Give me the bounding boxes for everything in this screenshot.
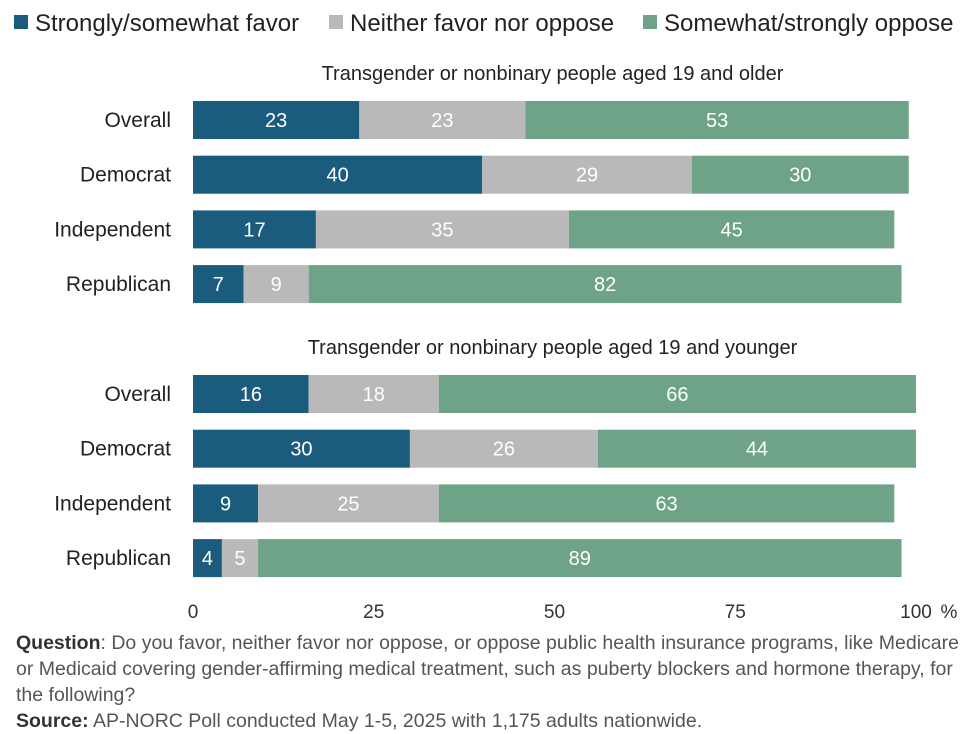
category-label: Independent: [54, 218, 171, 241]
question-label: Question: [16, 632, 101, 654]
x-tick-label: 25: [363, 602, 384, 623]
panel-title: Transgender or nonbinary people aged 19 …: [308, 337, 798, 359]
data-label: 16: [240, 384, 262, 406]
x-tick-label: 50: [544, 602, 565, 623]
bar-segment: [691, 155, 909, 194]
data-label: 18: [363, 384, 385, 406]
data-label: 9: [220, 493, 231, 515]
data-label: 23: [431, 110, 453, 132]
data-label: 26: [493, 439, 515, 461]
question-text: : Do you favor, neither favor nor oppose…: [16, 632, 959, 706]
data-label: 30: [789, 165, 811, 187]
bar-segment: [193, 375, 309, 413]
bar-segment: [597, 429, 916, 468]
data-label: 53: [706, 110, 728, 132]
bar-segment: [193, 210, 316, 249]
x-tick-label: 0: [188, 602, 199, 623]
bar-segment: [359, 101, 526, 139]
bar-segment: [482, 155, 692, 194]
data-label: 35: [431, 219, 453, 241]
data-label: 30: [290, 439, 312, 461]
bar-segment: [438, 375, 916, 413]
legend-swatch: [643, 15, 657, 29]
bar-segment: [193, 429, 410, 468]
category-label: Independent: [54, 492, 171, 515]
bar-segment: [193, 101, 360, 139]
data-label: 63: [655, 493, 677, 515]
stacked-bar-chart: Strongly/somewhat favor Neither favor nor…: [14, 10, 958, 623]
data-label: 44: [746, 439, 768, 461]
category-label: Overall: [104, 383, 171, 406]
source-text: AP-NORC Poll conducted May 1-5, 2025 wit…: [88, 710, 703, 732]
data-label: 40: [326, 165, 348, 187]
panel-title: Transgender or nonbinary people aged 19 …: [322, 63, 784, 85]
data-label: 45: [721, 219, 743, 241]
bar-segment: [258, 484, 439, 523]
data-label: 66: [666, 384, 688, 406]
bar-segment: [308, 375, 439, 413]
bar-segment: [308, 265, 902, 304]
data-label: 17: [243, 219, 265, 241]
bar-segment: [193, 539, 222, 578]
category-label: Democrat: [80, 438, 171, 461]
data-label: 23: [265, 110, 287, 132]
bar-segment: [193, 484, 259, 523]
category-label: Democrat: [80, 164, 171, 187]
legend-label: Somewhat/strongly oppose: [664, 10, 954, 37]
bar-segment: [258, 539, 902, 578]
x-tick-label: 100: [900, 602, 932, 623]
chart-footnote: Question: Do you favor, neither favor no…: [16, 630, 971, 734]
data-label: 4: [202, 548, 213, 570]
bar-segment: [193, 155, 483, 194]
legend-swatch: [14, 15, 28, 29]
bar-segment: [525, 101, 909, 139]
bar-segment: [243, 265, 309, 304]
bar-segment: [315, 210, 569, 249]
x-axis-unit: %: [941, 602, 958, 623]
source-label: Source:: [16, 710, 89, 732]
legend-swatch: [329, 15, 343, 29]
data-label: 9: [271, 274, 282, 296]
data-label: 25: [337, 493, 359, 515]
bar-segment: [193, 265, 244, 304]
category-label: Republican: [66, 547, 171, 570]
bar-segment: [409, 429, 598, 468]
question-note: Question: Do you favor, neither favor no…: [16, 630, 971, 708]
legend-label: Neither favor nor oppose: [350, 10, 614, 37]
x-tick-label: 75: [725, 602, 746, 623]
data-label: 89: [569, 548, 591, 570]
bar-segment: [568, 210, 895, 249]
category-label: Overall: [104, 109, 171, 132]
data-label: 7: [213, 274, 224, 296]
bar-segment: [438, 484, 895, 523]
data-label: 82: [594, 274, 616, 296]
category-label: Republican: [66, 273, 171, 296]
bar-segment: [221, 539, 259, 578]
source-note: Source: AP-NORC Poll conducted May 1-5, …: [16, 708, 971, 734]
data-label: 29: [576, 165, 598, 187]
legend-label: Strongly/somewhat favor: [35, 10, 299, 37]
data-label: 5: [234, 548, 245, 570]
